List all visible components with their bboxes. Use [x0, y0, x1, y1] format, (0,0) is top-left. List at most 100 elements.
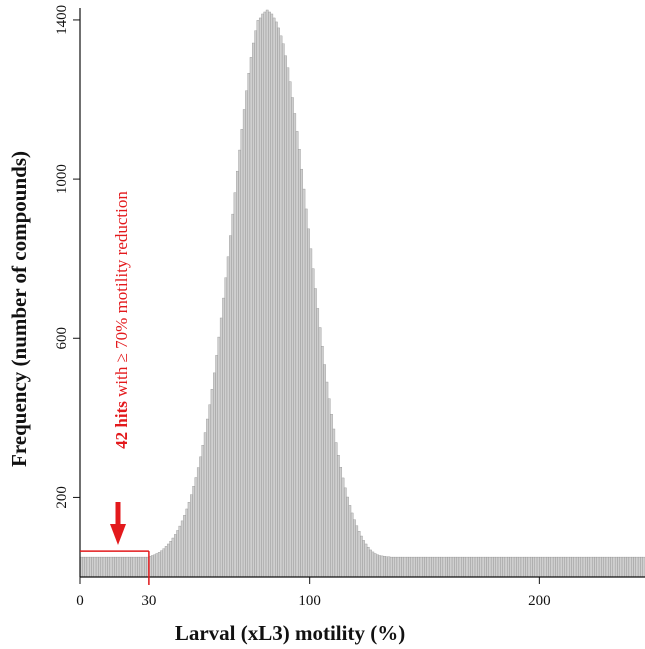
histogram-bar — [376, 554, 379, 578]
histogram-bar — [185, 508, 189, 578]
threshold-highlight — [80, 502, 150, 585]
histogram-bar — [222, 297, 225, 578]
histogram-bar — [123, 556, 127, 578]
histogram-bar — [327, 398, 331, 578]
histogram-bar — [371, 551, 375, 578]
histogram-bar — [396, 556, 400, 578]
histogram-bar — [488, 556, 492, 578]
histogram-bar — [461, 556, 464, 578]
histogram-bar — [157, 552, 161, 578]
histogram-bar — [84, 556, 88, 578]
histogram-bar — [585, 556, 588, 578]
histogram-bar — [369, 549, 372, 578]
histogram-bar — [318, 327, 322, 578]
histogram-bar — [394, 556, 398, 578]
histogram-bar — [226, 256, 230, 578]
histogram-bar — [111, 556, 115, 578]
histogram-bar — [346, 496, 349, 578]
histogram-bar — [617, 556, 620, 578]
histogram-bar — [89, 556, 92, 578]
histogram-bar — [557, 556, 561, 578]
histogram-bar — [633, 556, 636, 578]
histogram-bar — [550, 556, 554, 578]
histogram-bar — [105, 556, 108, 578]
histogram-bar — [208, 404, 212, 578]
y-tick-label: 1400 — [54, 5, 70, 35]
histogram-bar — [454, 556, 457, 578]
histogram-bar — [417, 556, 421, 578]
histogram-bar — [132, 556, 136, 578]
histogram-bar — [640, 556, 643, 578]
histogram-bar — [509, 556, 512, 578]
y-tick-label: 200 — [54, 486, 70, 509]
histogram-bar — [304, 208, 308, 578]
histogram-bar — [263, 11, 267, 578]
histogram-bar — [621, 556, 625, 578]
histogram-bar — [504, 556, 508, 578]
histogram-bar — [153, 554, 156, 578]
histogram-bar — [410, 556, 414, 578]
histogram-bar — [247, 73, 251, 578]
histogram-bar — [596, 556, 600, 578]
histogram-bar — [360, 535, 363, 578]
histogram-bar — [493, 556, 496, 578]
histogram-bar — [330, 414, 333, 578]
histogram-bar — [134, 556, 138, 578]
histogram-bar — [279, 35, 283, 578]
histogram-bar — [392, 556, 395, 578]
histogram-bar — [348, 505, 352, 578]
x-axis-title: Larval (xL3) motility (%) — [175, 621, 405, 645]
histogram-bar — [107, 556, 111, 578]
axes — [79, 8, 645, 578]
histogram-bar — [364, 543, 368, 578]
histogram-bar — [141, 556, 145, 578]
histogram-bar — [240, 129, 244, 578]
histogram-bar — [162, 548, 166, 578]
histogram-bar — [578, 556, 581, 578]
histogram-bar — [380, 555, 384, 578]
y-tick-label: 1000 — [54, 164, 70, 194]
histogram-bar — [252, 42, 255, 578]
histogram-bar — [307, 228, 310, 578]
histogram-bar — [332, 428, 336, 578]
histogram-bar — [194, 477, 198, 578]
histogram-bar — [408, 556, 411, 578]
histogram-bar — [594, 556, 597, 578]
histogram-bar — [422, 556, 425, 578]
histogram-bar — [518, 556, 522, 578]
histogram-bar — [213, 372, 216, 578]
x-tick-label: 200 — [528, 593, 551, 609]
histogram-bar — [378, 555, 382, 578]
histogram-bar — [470, 556, 473, 578]
histogram-bar — [486, 556, 489, 578]
histogram-bar — [196, 467, 200, 578]
histogram-bar — [272, 17, 276, 578]
histogram-bar — [256, 20, 260, 578]
histogram-bar — [93, 556, 97, 578]
histogram-bar — [366, 546, 370, 578]
x-tick-label: 0 — [76, 593, 84, 609]
histogram-bar — [490, 556, 494, 578]
histogram-bar — [534, 556, 538, 578]
histogram-bar — [555, 556, 558, 578]
histogram-bar — [183, 515, 186, 578]
histogram-bar — [249, 57, 253, 578]
histogram-bar — [206, 418, 209, 578]
histogram-bar — [428, 556, 432, 578]
histogram-bar — [536, 556, 540, 578]
histogram-bar — [155, 553, 159, 578]
histogram-bar — [233, 192, 237, 578]
histogram-bar — [419, 556, 423, 578]
histogram-bar — [258, 17, 262, 578]
histogram-bar — [559, 556, 563, 578]
histogram-bar — [523, 556, 526, 578]
histogram-bar — [210, 389, 214, 578]
histogram-bar — [591, 556, 595, 578]
histogram-bar — [275, 21, 278, 578]
histogram-bar — [343, 487, 347, 578]
histogram-bar — [435, 556, 439, 578]
histogram-bar — [525, 556, 529, 578]
histogram-bar — [451, 556, 455, 578]
histogram-bar — [500, 556, 503, 578]
histogram-bar — [516, 556, 519, 578]
